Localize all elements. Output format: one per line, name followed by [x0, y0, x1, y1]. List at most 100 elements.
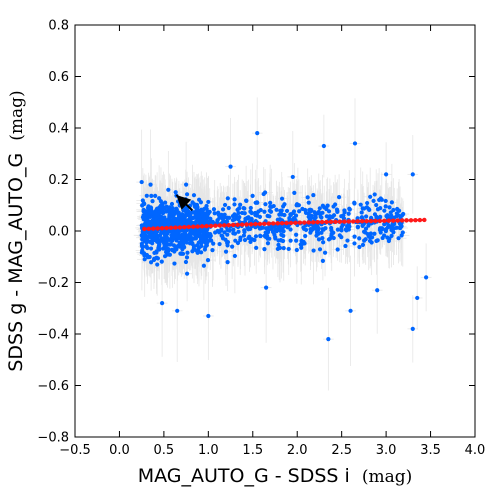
data-point [184, 182, 189, 187]
data-point [221, 218, 226, 224]
data-point [258, 233, 263, 238]
data-point [221, 213, 226, 218]
data-point [326, 337, 331, 342]
fit-line-point [355, 219, 360, 224]
fit-line-point [395, 218, 400, 223]
data-point [386, 223, 391, 228]
fit-line-point [155, 226, 160, 231]
data-point [189, 215, 194, 220]
data-point [205, 231, 210, 236]
data-point [255, 213, 260, 218]
data-point [249, 210, 254, 216]
fit-line-point [386, 218, 391, 223]
data-point [169, 201, 175, 207]
x-tick-label: 2.5 [331, 443, 352, 458]
data-point [342, 210, 347, 215]
fit-line-point [191, 224, 196, 229]
data-point [335, 227, 340, 232]
data-point [320, 236, 325, 241]
fit-line-point [213, 223, 218, 228]
data-point [357, 236, 362, 241]
data-point [160, 301, 165, 306]
fit-line-point [417, 217, 423, 223]
data-point [179, 251, 184, 256]
data-point [142, 214, 148, 219]
data-point [191, 193, 197, 198]
data-point [161, 246, 166, 251]
data-point [265, 236, 270, 241]
data-point [184, 192, 190, 197]
data-point [307, 207, 312, 213]
data-point [255, 131, 260, 136]
data-point [347, 206, 352, 211]
data-point [227, 228, 232, 233]
data-point [244, 198, 249, 203]
data-point [158, 203, 164, 208]
fit-line-point [328, 219, 334, 225]
data-point [345, 238, 350, 243]
data-point [375, 288, 380, 293]
data-point [317, 247, 323, 252]
data-point [148, 205, 154, 211]
data-point [233, 238, 238, 243]
data-point [363, 226, 369, 231]
data-point [396, 236, 401, 241]
data-point [161, 236, 166, 241]
data-point [142, 257, 147, 262]
data-point [326, 237, 332, 242]
data-point [306, 200, 311, 205]
data-point [222, 230, 227, 235]
data-point [248, 226, 253, 232]
data-point [148, 232, 153, 237]
data-point [400, 213, 405, 218]
data-point [169, 247, 175, 252]
y-tick-label: 0.6 [48, 70, 69, 85]
data-point [160, 210, 166, 216]
data-point [204, 206, 209, 212]
data-point [313, 226, 318, 231]
fit-line-point [164, 225, 169, 231]
data-point [339, 225, 344, 230]
data-point [144, 244, 149, 249]
data-point [190, 200, 195, 205]
fit-line-point [422, 217, 427, 223]
data-point [157, 233, 162, 238]
fit-line-point [359, 219, 365, 224]
data-point [382, 222, 387, 227]
data-point [182, 229, 187, 234]
data-point [288, 238, 293, 243]
data-point [242, 229, 247, 235]
data-point [165, 250, 170, 256]
data-point [300, 206, 305, 211]
data-point [207, 238, 213, 243]
data-point [240, 210, 245, 216]
data-point [357, 244, 362, 250]
data-point [157, 196, 162, 201]
y-tick-label: −0.4 [37, 328, 69, 343]
data-point [145, 205, 151, 211]
fit-line-point [324, 219, 329, 225]
data-point [141, 201, 147, 206]
data-point [275, 217, 280, 222]
data-point [294, 232, 299, 237]
data-point [364, 214, 369, 219]
data-point [148, 182, 153, 187]
y-axis-label-text: SDSS g - MAG_AUTO_G [5, 153, 27, 372]
data-point [225, 196, 230, 201]
data-point [366, 223, 371, 228]
data-point [238, 202, 243, 207]
fit-line-point [337, 219, 343, 224]
data-point [234, 213, 239, 219]
data-point [279, 238, 284, 243]
fit-line-point [257, 221, 263, 227]
data-point [387, 205, 392, 210]
data-point [312, 216, 317, 221]
data-point [228, 164, 233, 169]
data-point [265, 230, 271, 235]
data-point [206, 313, 211, 319]
data-point [424, 275, 429, 280]
data-point [359, 210, 364, 215]
data-point [324, 214, 329, 219]
data-point [154, 249, 159, 254]
data-point [184, 271, 190, 276]
